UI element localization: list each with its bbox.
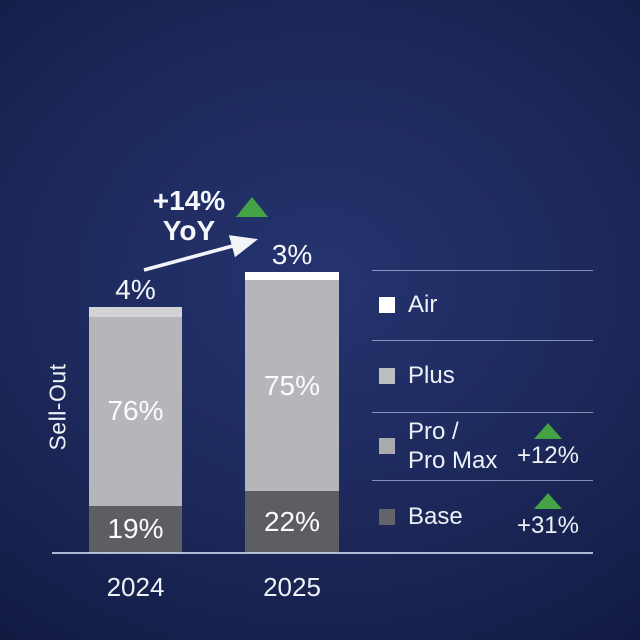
- legend-swatch-plus: [379, 368, 395, 384]
- bar-2024: 4% 76% 19%: [89, 274, 182, 553]
- growth-up-icon: [533, 493, 562, 509]
- pro-growth: +12%: [516, 422, 579, 470]
- base-growth-value: +31%: [516, 512, 579, 539]
- legend-label-pro-line2: Pro Max: [408, 447, 498, 474]
- x-axis-label-2024: 2024: [106, 572, 165, 602]
- legend-divider: [372, 340, 593, 341]
- bar-segment-air: [245, 272, 339, 281]
- base-growth: +31%: [517, 493, 579, 540]
- legend-item-plus: Plus: [379, 340, 593, 412]
- bar-segment-pro-pro-max: 75%: [245, 280, 339, 492]
- legend-item-air: Air: [379, 270, 593, 340]
- legend-label-pro: Pro / Pro Max: [408, 417, 497, 475]
- legend-label-air: Air: [408, 291, 438, 318]
- yoy-value: +14%: [152, 185, 226, 216]
- pro-growth-value: +12%: [516, 441, 579, 469]
- legend-item-base: Base +31%: [379, 480, 593, 553]
- yoy-caption: YoY: [162, 214, 216, 246]
- legend-divider: [372, 270, 593, 271]
- bar-2025: 3% 75% 22%: [245, 239, 339, 553]
- legend-label-base: Base: [408, 502, 463, 530]
- legend-swatch-pro: [379, 438, 395, 454]
- growth-up-icon: [533, 422, 562, 439]
- x-axis-label-2025: 2025: [263, 572, 321, 602]
- growth-up-icon: [236, 197, 268, 217]
- yoy-annotation: +14% YoY: [137, 186, 241, 245]
- bar-segment-base: 22%: [245, 491, 339, 553]
- growth-arrow: [143, 235, 258, 272]
- bar-top-label: 3%: [271, 239, 313, 270]
- legend-item-pro: Pro / Pro Max +12%: [379, 412, 593, 480]
- bar-segment-pro-pro-max: 76%: [89, 316, 182, 506]
- legend-swatch-base: [379, 508, 395, 525]
- bar-top-label: 4%: [115, 274, 156, 305]
- legend-swatch-air: [379, 297, 395, 313]
- y-axis-label: Sell-Out: [44, 363, 71, 451]
- bar-segment-base: 19%: [89, 505, 182, 553]
- legend-label-pro-line1: Pro /: [408, 418, 459, 445]
- x-axis-line: [52, 552, 593, 554]
- legend-divider: [372, 412, 593, 413]
- bar-segment-plus: [89, 307, 182, 317]
- legend-label-plus: Plus: [408, 362, 455, 389]
- legend-divider: [372, 480, 593, 481]
